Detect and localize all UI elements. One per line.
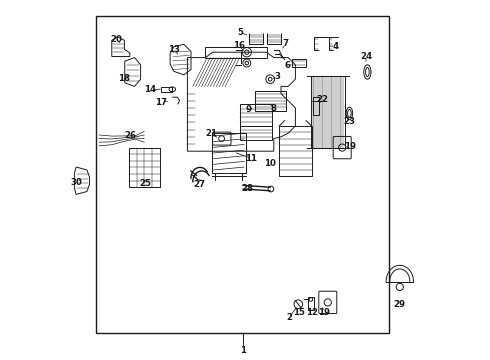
Bar	[311, 76, 345, 148]
Text: 19: 19	[344, 143, 357, 152]
Text: 9: 9	[245, 105, 251, 114]
Text: 30: 30	[71, 178, 83, 187]
Bar	[240, 126, 272, 140]
Text: 10: 10	[264, 159, 275, 168]
Bar	[212, 133, 246, 173]
Text: 19: 19	[318, 307, 330, 317]
Text: 7: 7	[283, 40, 289, 49]
Text: 22: 22	[316, 95, 328, 104]
Bar	[162, 87, 172, 92]
Text: 27: 27	[193, 180, 205, 189]
Text: 3: 3	[274, 72, 280, 81]
Bar	[308, 297, 314, 310]
Text: 13: 13	[168, 45, 180, 54]
Bar	[292, 59, 306, 67]
Bar	[255, 91, 286, 111]
Bar	[96, 16, 389, 333]
Text: 2: 2	[286, 313, 292, 322]
Text: 21: 21	[205, 129, 218, 138]
Text: 29: 29	[394, 300, 406, 309]
Text: 23: 23	[343, 117, 355, 126]
Text: 5: 5	[237, 28, 243, 37]
Text: 24: 24	[360, 52, 372, 61]
Bar	[240, 104, 272, 126]
Text: 6: 6	[284, 61, 290, 70]
Text: 15: 15	[293, 308, 305, 317]
Text: 16: 16	[233, 41, 245, 50]
Text: 26: 26	[124, 130, 137, 139]
Text: 1: 1	[240, 346, 246, 355]
Text: 25: 25	[139, 179, 151, 188]
Bar	[279, 126, 312, 176]
Text: 17: 17	[155, 98, 168, 107]
Text: 12: 12	[306, 308, 318, 317]
Text: 18: 18	[119, 74, 130, 83]
Text: 11: 11	[245, 154, 257, 163]
Text: 20: 20	[110, 35, 122, 44]
Text: 4: 4	[333, 41, 339, 50]
Text: 28: 28	[241, 184, 253, 193]
Text: 8: 8	[270, 104, 276, 112]
Bar	[129, 148, 160, 187]
Text: 14: 14	[144, 85, 156, 94]
Bar	[314, 97, 319, 115]
